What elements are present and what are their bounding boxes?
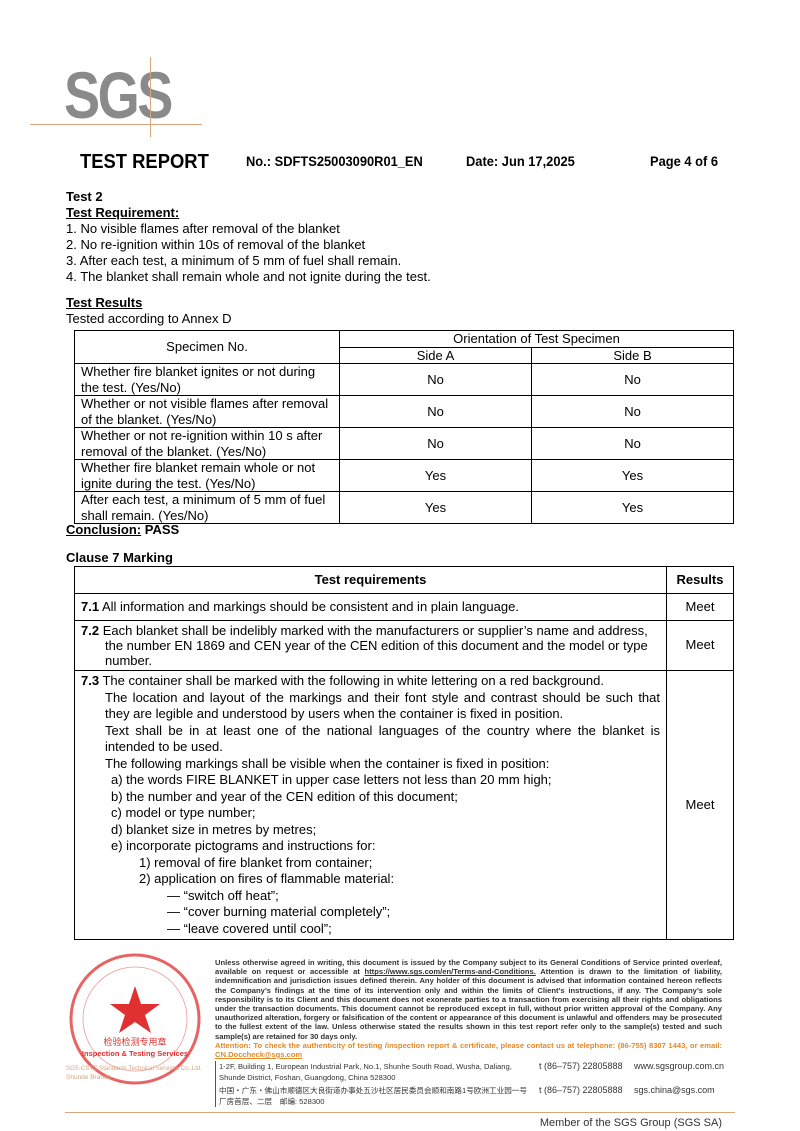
marking-item: c) model or type number; [111,805,256,820]
marking-instruction: — “leave covered until cool”; [167,920,332,936]
address-en: 1-2F, Building 1, European Industrial Pa… [219,1062,512,1083]
marking-item: b) the number and year of the CEN editio… [111,788,458,804]
disclaimer-text: Attention is drawn to the limitation of … [215,967,722,1041]
svg-text:Shunde Branch: Shunde Branch [66,1074,111,1081]
phone: t (86–757) 22805888 [539,1061,623,1072]
clause-number: 7.1 [81,598,100,614]
row-label: Whether fire blanket remain whole or not… [74,459,340,492]
clause-text: Text shall be in at least one of the nat… [105,722,660,755]
cell-side-a: No [339,427,532,460]
logo-divider [150,57,151,137]
cell-side-a: No [339,395,532,428]
conclusion-label: Conclusion: [66,522,142,537]
cell-side-b: Yes [531,491,734,524]
clause-result: Meet [666,593,734,621]
table-row: Whether or not visible flames after remo… [74,395,734,428]
tested-according: Tested according to Annex D [66,311,232,326]
col-requirements: Test requirements [74,566,667,594]
test2-section: Test 2 Test Requirement: 1. No visible f… [66,189,431,327]
cell-side-b: Yes [531,459,734,492]
svg-text:检验检测专用章: 检验检测专用章 [103,1036,166,1048]
attention-text: Attention: To check the authenticity of … [215,1040,722,1050]
requirement-item: 1. No visible flames after removal of th… [66,221,340,236]
row-label: Whether or not re-ignition within 10 s a… [74,427,340,460]
col-orientation: Orientation of Test Specimen [339,330,734,348]
clause7-table: Test requirements Results 7.1 All informa… [74,566,734,940]
clause-text: Each blanket shall be indelibly marked w… [102,623,648,668]
footer: Unless otherwise agreed in writing, this… [215,958,735,1109]
table-row: 7.1 All information and markings should … [74,593,734,621]
report-number: No.: SDFTS25003090R01_EN [246,153,423,169]
clause-result: Meet [666,620,734,671]
table-row: Whether or not re-ignition within 10 s a… [74,427,734,460]
phone: t (86–757) 22805888 [539,1085,623,1096]
table-row: 7.3 The container shall be marked with t… [74,670,734,940]
sgs-logo: SGS [64,58,173,132]
clause-result: Meet [666,670,734,940]
star-icon [110,986,160,1033]
cell-side-a: Yes [339,459,532,492]
marking-item: d) blanket size in metres by metres; [111,821,317,837]
website: www.sgsgroup.com.cn [634,1061,725,1072]
email: sgs.china@sgs.com [634,1085,715,1096]
cell-side-b: No [531,395,734,428]
cell-side-b: No [531,363,734,396]
requirement-item: 4. The blanket shall remain whole and no… [66,269,431,284]
col-specimen: Specimen No. [74,330,340,364]
clause-text: All information and markings should be c… [101,598,519,614]
footer-disclaimer: Unless otherwise agreed in writing, this… [215,958,722,1059]
footer-address: 1-2F, Building 1, European Industrial Pa… [215,1061,725,1108]
table-row: After each test, a minimum of 5 mm of fu… [74,491,734,524]
email-link[interactable]: CN.Doccheck@sgs.com [215,1050,303,1060]
marking-instruction: — “cover burning material completely”; [167,904,391,919]
terms-link[interactable]: https://www.sgs.com/en/Terms-and-Conditi… [364,967,536,977]
test2-results-table: Specimen No. Orientation of Test Specimen… [74,330,734,524]
requirement-item: 2. No re-ignition within 10s of removal … [66,237,366,252]
clause7-heading: Clause 7 Marking [66,550,173,565]
row-label: Whether or not visible flames after remo… [74,395,340,428]
logo-divider [30,124,202,125]
table-row: 7.2 Each blanket shall be indelibly mark… [74,620,734,671]
col-results: Results [666,566,734,594]
row-label: Whether fire blanket ignites or not duri… [74,363,340,396]
footer-divider [65,1112,735,1113]
conclusion: Conclusion: PASS [66,522,179,538]
results-heading: Test Results [66,295,143,310]
table-row: Whether fire blanket ignites or not duri… [74,363,734,396]
clause-text: The location and layout of the markings … [105,689,660,722]
clause-text: The following markings shall be visible … [105,755,550,771]
address-cn: 中国・广东・佛山市顺德区大良街道办事处五沙社区居民委员会顺和南路1号欧洲工业园一… [219,1086,527,1107]
requirement-heading: Test Requirement: [66,205,180,220]
report-date: Date: Jun 17,2025 [466,153,575,169]
test2-heading: Test 2 [66,189,103,204]
row-label: After each test, a minimum of 5 mm of fu… [74,491,340,524]
cell-side-a: No [339,363,532,396]
col-side-b: Side B [531,346,734,364]
cell-side-a: Yes [339,491,532,524]
conclusion-value: PASS [144,522,180,537]
member-text: Member of the SGS Group (SGS SA) [539,1117,722,1129]
table-row: Whether fire blanket remain whole or not… [74,459,734,492]
marking-subitem: 1) removal of fire blanket from containe… [139,854,373,870]
company-seal: 检验检测专用章 Inspection & Testing Services SG… [66,953,202,1085]
marking-item: e) incorporate pictograms and instructio… [111,838,376,853]
page-number: Page 4 of 6 [650,153,719,169]
marking-item: a) the words FIRE BLANKET in upper case … [111,772,552,787]
clause-number: 7.2 [81,623,100,638]
clause-text: The container shall be marked with the f… [102,673,604,688]
svg-text:SGS-CSTC Standards Technical S: SGS-CSTC Standards Technical Services Co… [66,1065,202,1072]
requirement-item: 3. After each test, a minimum of 5 mm of… [66,253,402,268]
cell-side-b: No [531,427,734,460]
report-title: TEST REPORT [80,151,209,173]
col-side-a: Side A [339,346,532,364]
disclaimer-text: Unless otherwise agreed in writing, this… [215,958,722,977]
marking-subitem: 2) application on fires of flammable mat… [139,871,395,886]
clause-number: 7.3 [81,673,100,688]
svg-text:Inspection & Testing Services: Inspection & Testing Services [82,1049,188,1058]
marking-instruction: — “switch off heat”; [167,887,279,903]
